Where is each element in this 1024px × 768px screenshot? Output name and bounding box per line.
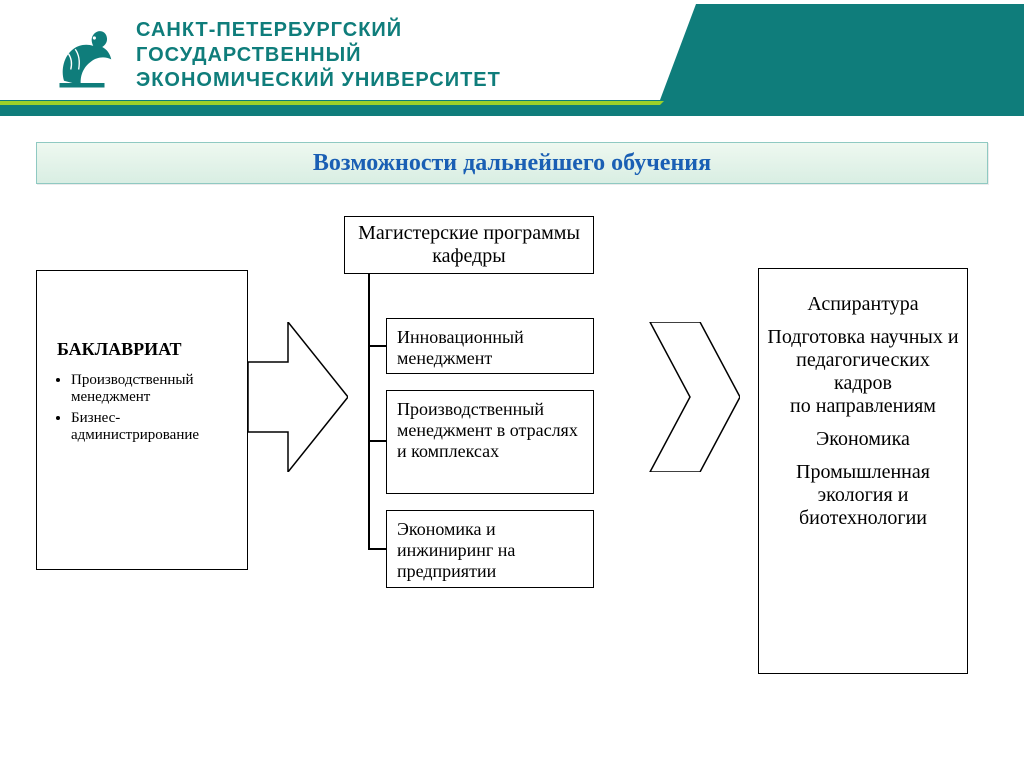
griffin-icon	[46, 20, 118, 92]
bachelor-list: Производственный менеджмент Бизнес-админ…	[49, 372, 235, 444]
banner-accent-stripe	[0, 101, 660, 105]
aspirantura-field: Экономика	[765, 428, 961, 451]
bachelor-item: Производственный менеджмент	[71, 372, 235, 406]
connector-branch	[368, 548, 386, 550]
masters-program-label: Экономика и инжиниринг на предприятии	[397, 519, 515, 581]
aspirantura-field: Промышленная экология и биотехнологии	[765, 461, 961, 530]
masters-program-box: Экономика и инжиниринг на предприятии	[386, 510, 594, 588]
connector-branch	[368, 345, 386, 347]
aspirantura-box: Аспирантура Подготовка научных и педагог…	[758, 268, 968, 674]
masters-program-label: Производственный менеджмент в отраслях и…	[397, 399, 578, 461]
bachelor-item: Бизнес-администрирование	[71, 410, 235, 444]
slide-title: Возможности дальнейшего обучения	[313, 150, 711, 177]
org-name: САНКТ-ПЕТЕРБУРГСКИЙ ГОСУДАРСТВЕННЫЙ ЭКОН…	[136, 18, 501, 93]
masters-heading-box: Магистерские программы кафедры	[344, 216, 594, 274]
header-banner: САНКТ-ПЕТЕРБУРГСКИЙ ГОСУДАРСТВЕННЫЙ ЭКОН…	[0, 4, 1024, 116]
arrow-right-icon	[248, 322, 348, 472]
chevron-right-icon	[640, 322, 740, 472]
aspirantura-subtitle: Подготовка научных и педагогических кадр…	[765, 326, 961, 418]
masters-program-label: Инновационный менеджмент	[397, 327, 524, 368]
masters-program-box: Производственный менеджмент в отраслях и…	[386, 390, 594, 494]
masters-program-box: Инновационный менеджмент	[386, 318, 594, 374]
org-line2: ГОСУДАРСТВЕННЫЙ	[136, 43, 501, 68]
org-line3: ЭКОНОМИЧЕСКИЙ УНИВЕРСИТЕТ	[136, 68, 501, 93]
connector-trunk	[368, 274, 370, 549]
masters-heading: Магистерские программы кафедры	[357, 222, 581, 268]
aspirantura-title: Аспирантура	[765, 293, 961, 316]
bachelor-heading: БАКЛАВРИАТ	[57, 339, 235, 360]
logo-box: САНКТ-ПЕТЕРБУРГСКИЙ ГОСУДАРСТВЕННЫЙ ЭКОН…	[46, 18, 501, 93]
slide-title-bar: Возможности дальнейшего обучения	[36, 142, 988, 184]
org-line1: САНКТ-ПЕТЕРБУРГСКИЙ	[136, 18, 501, 43]
bachelor-box: БАКЛАВРИАТ Производственный менеджмент Б…	[36, 270, 248, 570]
connector-branch	[368, 440, 386, 442]
